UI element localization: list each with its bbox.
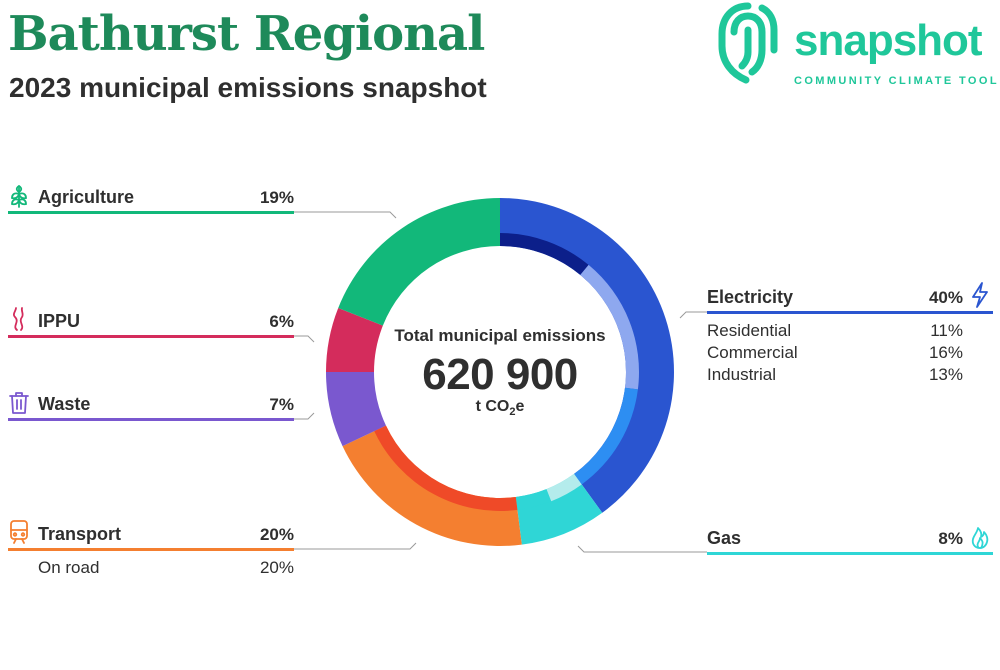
legend-underline [707,311,993,314]
legend-electricity: Electricity 40% [707,280,993,314]
leader-line-electricity [679,311,707,319]
donut-center: Total municipal emissions 620 900 t CO2e [380,326,620,418]
legend-transport: Transport 20% [8,517,294,551]
donut-subslice-transport-0 [374,425,518,511]
donut-slice-waste [326,372,386,447]
smoke-icon [12,307,24,331]
legend-percent: 40% [928,288,963,307]
legend-underline [8,335,294,338]
sub-label: Industrial [707,365,776,384]
sub-label: On road [38,558,100,577]
page-title: Bathurst Regional [8,6,485,62]
wheat-icon [11,185,27,208]
legend-underline [707,552,993,555]
fingerprint-logo-icon [718,2,778,84]
legend-percent: 7% [269,395,294,414]
donut-subslice-electricity-2 [574,387,638,485]
legend-label: Transport [38,524,122,544]
total-unit: t CO2e [475,398,525,419]
legend-sub-commercial: Commercial 16% [707,343,963,365]
leader-line-gas [577,545,707,553]
legend-label: Electricity [707,287,794,307]
flame-icon [971,527,989,549]
leader-line-transport [293,542,417,550]
donut-subslice-electricity-0 [500,233,589,275]
legend-underline [8,211,294,214]
legend-percent: 20% [259,525,294,544]
legend-percent: 6% [269,312,294,331]
legend-label: Waste [38,394,91,414]
sub-percent: 13% [928,365,963,384]
donut-slice-electricity [500,198,674,513]
sub-percent: 16% [928,343,963,362]
total-value: 620 900 [422,350,578,399]
donut-subslice-gas-1 [515,489,552,510]
legend-underline [8,418,294,421]
page-subtitle: 2023 municipal emissions snapshot [9,72,487,103]
legend-gas: Gas 8% [707,521,993,555]
sub-percent: 20% [259,558,294,577]
donut-slice-gas [515,473,603,545]
leader-line-waste [293,412,315,420]
legend-sub-industrial: Industrial 13% [707,365,963,387]
logo-tagline: COMMUNITY CLIMATE TOOL [794,75,999,87]
legend-agriculture: Agriculture 19% [8,180,294,214]
donut-subslice-gas-0 [546,473,582,502]
logo-wordmark: snapshot [794,16,983,65]
lightning-icon [972,282,988,308]
legend-ippu: IPPU 6% [8,304,294,338]
legend-waste: Waste 7% [8,387,294,421]
sub-label: Residential [707,321,792,340]
donut-slice-ippu [326,307,383,372]
legend-label: Gas [707,528,742,548]
sub-label: Commercial [707,343,798,362]
legend-percent: 19% [259,188,294,207]
donut-subslice-electricity-1 [580,264,640,390]
legend-sub-residential: Residential 11% [707,321,963,343]
sub-percent: 11% [930,321,963,340]
bin-icon [9,392,29,414]
legend-sub-on-road: On road 20% [38,558,294,580]
snapshot-logo: snapshot COMMUNITY CLIMATE TOOL [712,0,1000,92]
legend-label: IPPU [38,311,81,331]
train-icon [10,520,28,544]
total-label: Total municipal emissions [394,326,606,345]
leader-line-ippu [293,335,315,343]
legend-percent: 8% [938,529,963,548]
legend-label: Agriculture [38,187,135,207]
legend-underline [8,548,294,551]
donut-slice-agriculture [338,197,500,326]
leader-line-agriculture [293,211,397,219]
